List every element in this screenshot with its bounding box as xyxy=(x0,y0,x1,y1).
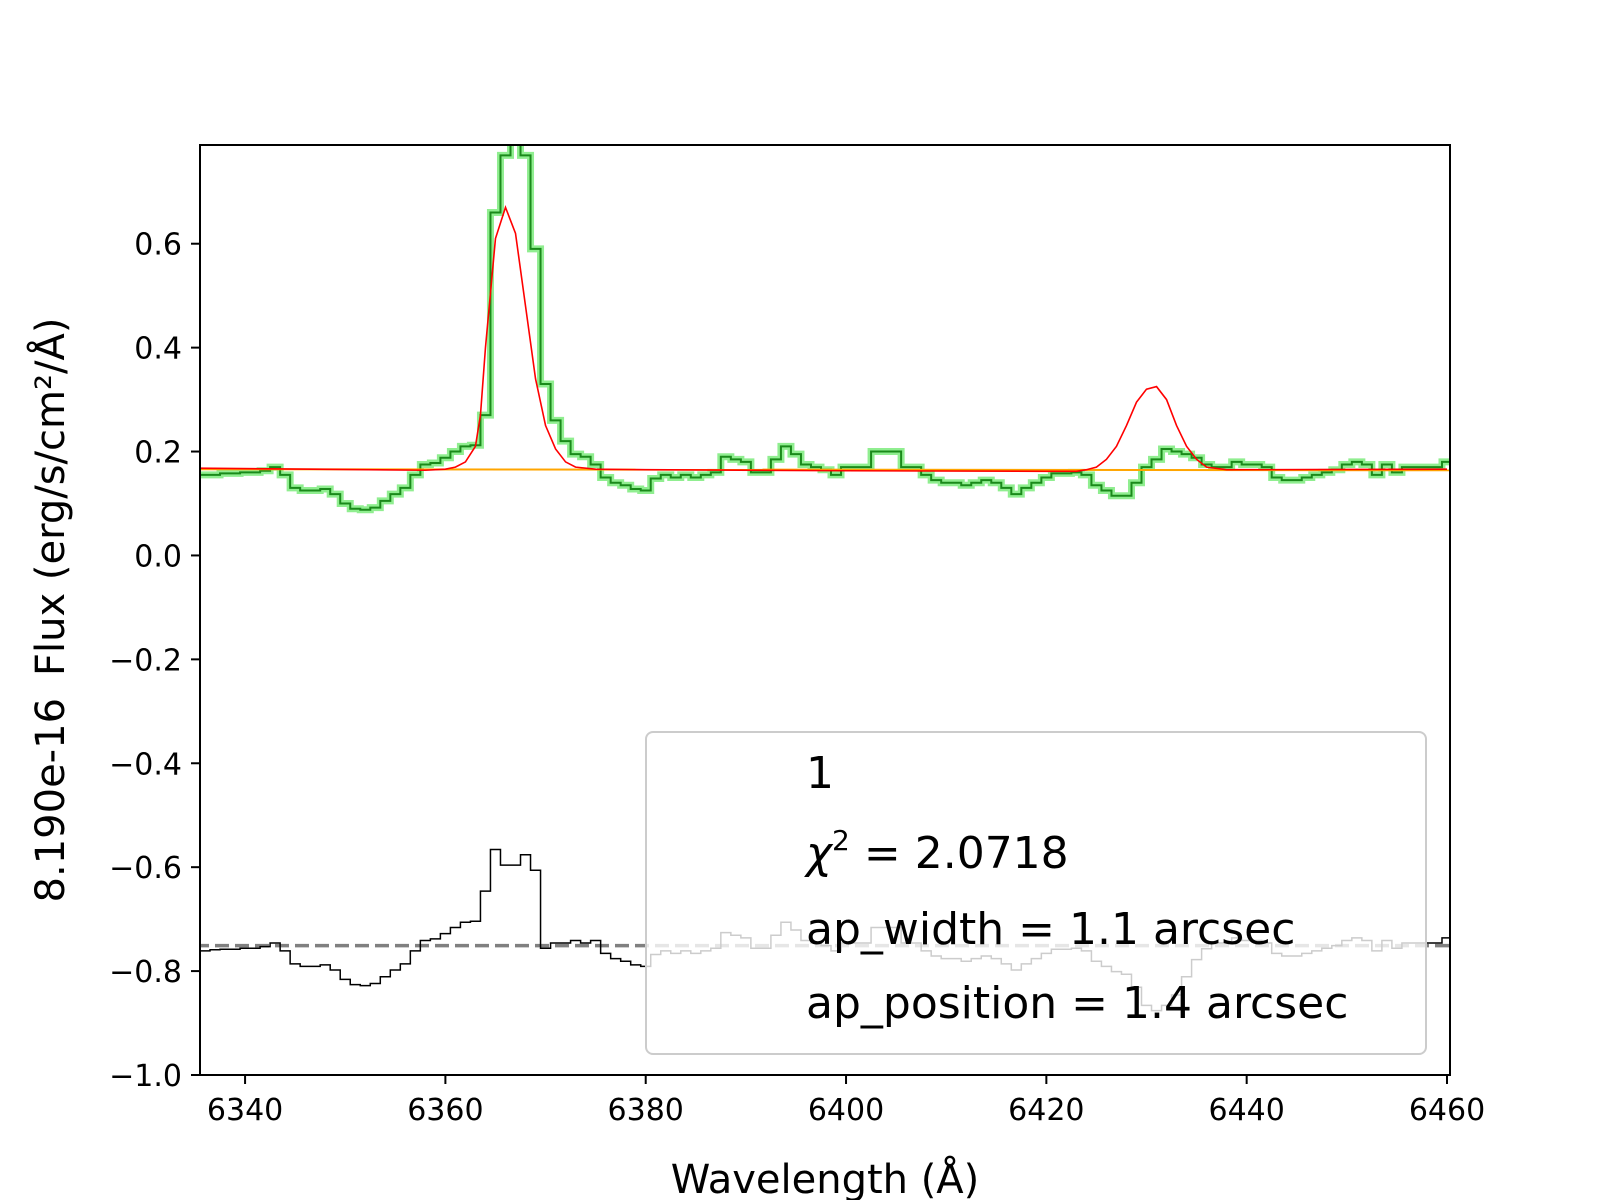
x-tick-label-6360: 6360 xyxy=(407,1093,483,1128)
y-tick-label-neg0p8: −0.8 xyxy=(109,955,182,990)
y-tick-label-neg0p4: −0.4 xyxy=(109,747,182,782)
legend-id: 1 xyxy=(806,748,834,799)
legend: 1 χ2 = 2.0718 ap_width = 1.1 arcsec ap_posi… xyxy=(645,731,1427,1055)
legend-ap-position: ap_position = 1.4 arcsec xyxy=(806,978,1348,1029)
legend-box xyxy=(645,731,1427,1055)
x-tick-label-6460: 6460 xyxy=(1409,1093,1485,1128)
x-axis-label: Wavelength (Å) xyxy=(671,1155,980,1200)
y-tick-label-0p2: 0.2 xyxy=(134,436,182,471)
x-tick-label-6340: 6340 xyxy=(207,1093,283,1128)
plot-frame xyxy=(199,144,1451,1076)
legend-chi2: χ2 = 2.0718 xyxy=(804,824,1069,879)
legend-chi-symbol: χ xyxy=(804,828,834,879)
y-tick-label-0p4: 0.4 xyxy=(134,332,182,367)
y-tick-label-neg1: −1.0 xyxy=(109,1059,182,1094)
y-tick-label-0p6: 0.6 xyxy=(134,228,182,263)
axes: 6340 6360 6380 6400 6420 6440 6460 0.6 0.4 0.2 0.0… xyxy=(109,144,1485,1128)
y-axis-label-text: Flux (erg/s/cm²/Å) xyxy=(26,318,74,676)
x-tick-label-6380: 6380 xyxy=(608,1093,684,1128)
y-axis-scale: 8.190e-16 xyxy=(28,698,74,902)
legend-ap-width: ap_width = 1.1 arcsec xyxy=(806,904,1295,955)
legend-chi-value: = 2.0718 xyxy=(850,828,1069,879)
model-fit-line xyxy=(200,204,1448,473)
y-tick-label-neg0p6: −0.6 xyxy=(109,851,182,886)
y-tick-label-0: 0.0 xyxy=(134,539,182,574)
y-tick-label-neg0p2: −0.2 xyxy=(109,643,182,678)
data-step-line xyxy=(200,145,1450,511)
x-tick-label-6440: 6440 xyxy=(1208,1093,1284,1128)
y-axis-label: 8.190e-16 Flux (erg/s/cm²/Å) xyxy=(26,318,74,903)
x-tick-label-6420: 6420 xyxy=(1008,1093,1084,1128)
legend-chi-superscript: 2 xyxy=(832,824,850,857)
x-tick-label-6400: 6400 xyxy=(808,1093,884,1128)
